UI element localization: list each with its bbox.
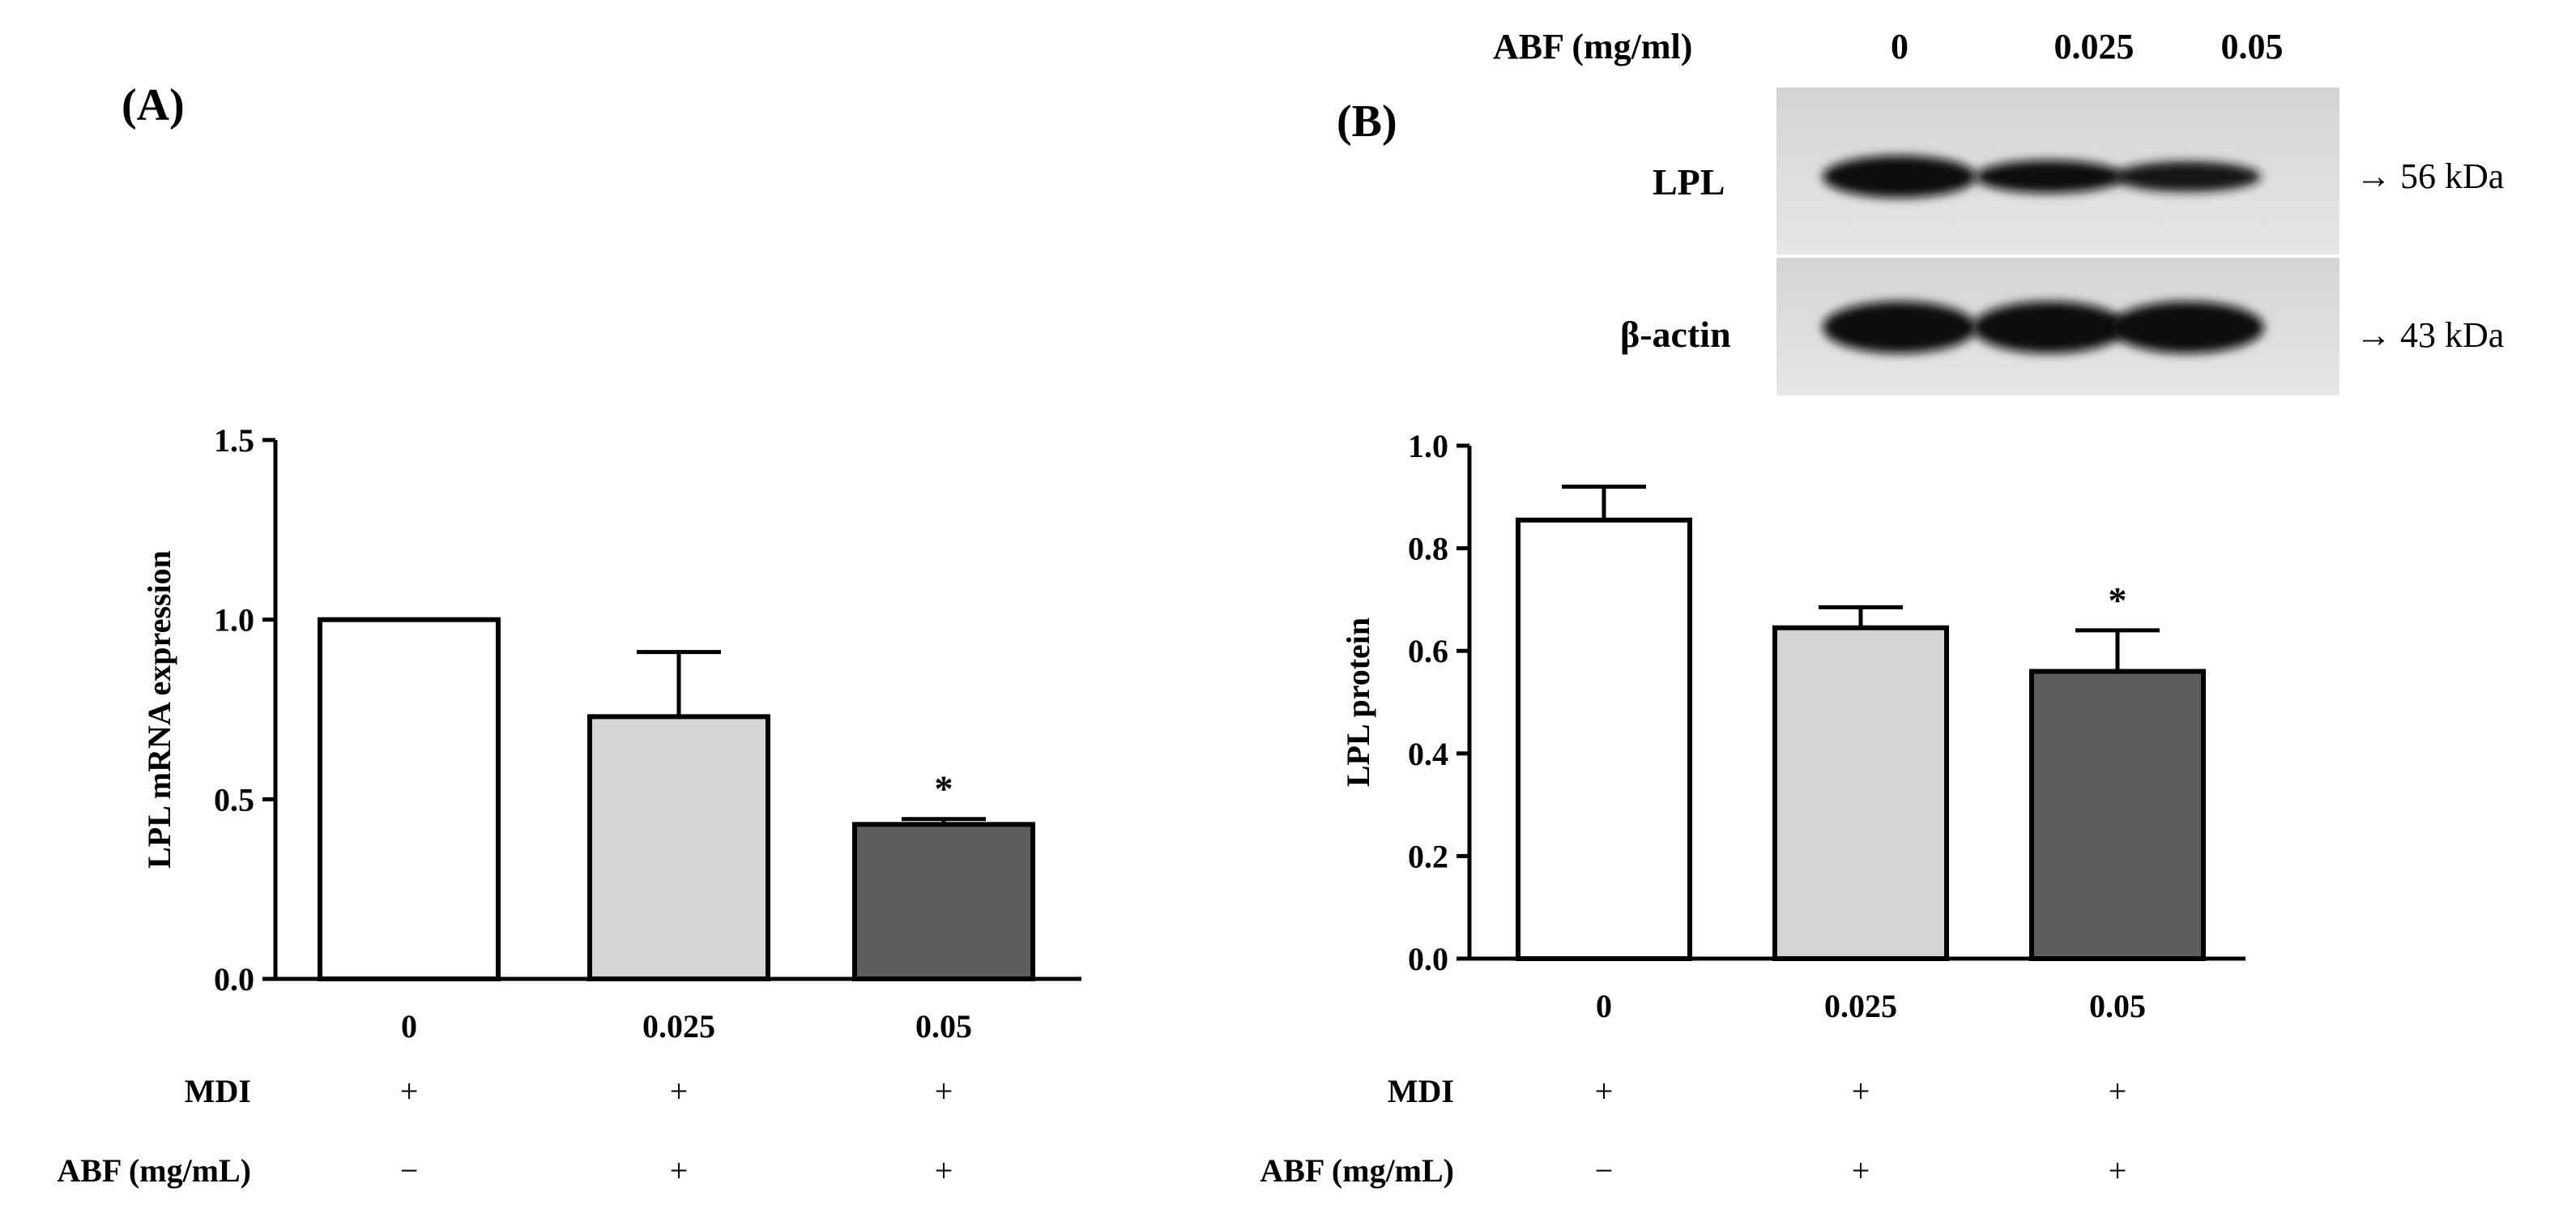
x-tick-label: 0.025 xyxy=(1824,988,1897,1024)
condition-mark: − xyxy=(400,1152,419,1189)
condition-label: MDI xyxy=(1388,1073,1454,1109)
blot-band xyxy=(1975,160,2124,194)
condition-label: MDI xyxy=(185,1073,251,1109)
x-tick-label: 0.025 xyxy=(642,1008,715,1045)
panel-a-label: (A) xyxy=(122,80,185,130)
y-tick-label: 0.2 xyxy=(1408,838,1448,874)
condition-mark: + xyxy=(935,1073,953,1109)
significance-marker: * xyxy=(935,768,953,810)
blot-lane-label: 0.025 xyxy=(2054,27,2135,66)
y-axis-label: LPL mRNA expression xyxy=(141,550,177,869)
condition-mark: + xyxy=(1595,1073,1614,1109)
blot-band xyxy=(2110,301,2264,353)
y-tick-label: 0.0 xyxy=(214,961,254,998)
condition-mark: + xyxy=(670,1152,689,1189)
bar xyxy=(852,822,1035,981)
condition-mark: + xyxy=(400,1073,419,1109)
blot-band xyxy=(1823,301,1977,353)
bar xyxy=(318,617,501,982)
condition-mark: + xyxy=(2109,1073,2127,1109)
condition-label: ABF (mg/mL) xyxy=(57,1152,251,1189)
blot-band xyxy=(2113,161,2262,192)
y-tick-label: 0.6 xyxy=(1408,633,1448,669)
blot-row-label-actin: β-actin xyxy=(1620,314,1731,355)
condition-mark: − xyxy=(1595,1152,1614,1189)
blot-row-label-lpl: LPL xyxy=(1653,161,1725,203)
condition-mark: + xyxy=(1852,1152,1870,1189)
blot-header-label: ABF (mg/ml) xyxy=(1493,27,1692,66)
panel-b-label: (B) xyxy=(1337,96,1397,147)
x-tick-label: 0 xyxy=(1596,988,1612,1024)
chart-a: LPL mRNA expression 0.0 0.5 1.0 1.5 0 0.025 * 0.… xyxy=(57,422,1081,1189)
bar xyxy=(1516,517,1692,961)
y-tick-label: 1.0 xyxy=(1408,428,1448,464)
significance-marker: * xyxy=(2109,579,2127,621)
chart-b: LPL protein 0.0 0.2 0.4 0.6 0.8 1.0 0 0.025 * 0.05… xyxy=(1260,428,2245,1189)
condition-mark: + xyxy=(1852,1073,1870,1109)
blot-size-label-actin: → 43 kDa xyxy=(2356,315,2504,355)
condition-mark: + xyxy=(935,1152,953,1189)
bar xyxy=(587,714,770,981)
y-tick-label: 0.0 xyxy=(1408,941,1448,977)
y-axis-label: LPL protein xyxy=(1340,617,1376,787)
y-tick-label: 0.5 xyxy=(214,781,254,818)
bar xyxy=(2029,669,2206,962)
y-tick-label: 0.4 xyxy=(1408,736,1448,772)
x-tick-label: 0 xyxy=(401,1008,417,1045)
x-tick-label: 0.05 xyxy=(2089,988,2146,1024)
y-tick-label: 0.8 xyxy=(1408,531,1448,567)
western-blot: ABF (mg/ml) 0 0.025 0.05 LPL β-actin → 5… xyxy=(1493,27,2504,395)
blot-band xyxy=(1973,301,2126,353)
blot-band xyxy=(1823,156,1977,198)
bar xyxy=(1772,625,1949,962)
y-tick-label: 1.5 xyxy=(214,422,254,459)
condition-label: ABF (mg/mL) xyxy=(1260,1152,1454,1189)
blot-lane-label: 0.05 xyxy=(2221,27,2284,66)
condition-mark: + xyxy=(2109,1152,2127,1189)
condition-mark: + xyxy=(670,1073,689,1109)
blot-lane-label: 0 xyxy=(1891,27,1909,66)
blot-size-label-lpl: → 56 kDa xyxy=(2356,156,2504,196)
y-tick-label: 1.0 xyxy=(214,602,254,639)
x-tick-label: 0.05 xyxy=(915,1008,972,1045)
